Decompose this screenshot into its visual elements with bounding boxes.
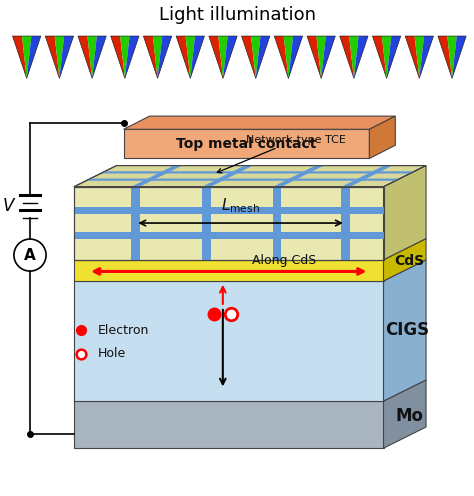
Polygon shape (74, 187, 383, 260)
Text: A: A (24, 248, 36, 262)
Polygon shape (438, 36, 452, 78)
Text: Light illumination: Light illumination (158, 6, 316, 24)
Text: Top metal contact: Top metal contact (176, 137, 317, 151)
Text: Network-type TCE: Network-type TCE (217, 134, 346, 173)
Polygon shape (120, 36, 129, 78)
Circle shape (14, 239, 46, 271)
Text: Hole: Hole (98, 348, 126, 361)
Polygon shape (452, 36, 466, 78)
Polygon shape (383, 260, 426, 401)
Polygon shape (383, 380, 426, 448)
Polygon shape (349, 36, 359, 78)
Polygon shape (22, 36, 31, 78)
Polygon shape (86, 179, 400, 181)
Polygon shape (157, 36, 172, 78)
Polygon shape (321, 36, 335, 78)
Polygon shape (369, 116, 395, 159)
Polygon shape (87, 36, 97, 78)
Text: CIGS: CIGS (385, 321, 429, 339)
Polygon shape (110, 36, 125, 78)
Polygon shape (405, 36, 419, 78)
Polygon shape (27, 36, 41, 78)
Polygon shape (202, 166, 253, 187)
Polygon shape (251, 36, 260, 78)
Polygon shape (387, 36, 401, 78)
Polygon shape (45, 36, 59, 78)
Bar (273, 187, 282, 260)
Polygon shape (447, 36, 457, 78)
Polygon shape (284, 36, 293, 78)
Polygon shape (12, 36, 27, 78)
Text: Electron: Electron (98, 324, 149, 337)
Polygon shape (131, 166, 182, 187)
Polygon shape (74, 260, 426, 281)
Polygon shape (124, 129, 369, 159)
Polygon shape (289, 36, 302, 78)
Polygon shape (55, 36, 64, 78)
Polygon shape (125, 36, 139, 78)
Polygon shape (74, 401, 383, 448)
Polygon shape (74, 239, 426, 260)
Polygon shape (78, 36, 92, 78)
Polygon shape (255, 36, 270, 78)
Polygon shape (274, 36, 289, 78)
Polygon shape (383, 166, 426, 260)
Polygon shape (59, 36, 73, 78)
Text: V: V (3, 196, 14, 215)
Polygon shape (219, 36, 228, 78)
Polygon shape (354, 36, 368, 78)
Polygon shape (185, 36, 195, 78)
Polygon shape (317, 36, 326, 78)
Polygon shape (273, 166, 324, 187)
Text: CdS: CdS (394, 254, 424, 268)
Text: $L_\mathrm{mesh}$: $L_\mathrm{mesh}$ (221, 196, 260, 215)
Polygon shape (74, 166, 426, 187)
Polygon shape (153, 36, 162, 78)
Polygon shape (383, 239, 426, 281)
Polygon shape (92, 36, 106, 78)
Polygon shape (373, 36, 387, 78)
Polygon shape (144, 36, 157, 78)
Polygon shape (415, 36, 424, 78)
Text: Mo: Mo (395, 407, 423, 425)
Polygon shape (74, 281, 383, 401)
Polygon shape (100, 171, 415, 174)
Bar (341, 187, 350, 260)
Polygon shape (340, 36, 354, 78)
Polygon shape (176, 36, 190, 78)
Polygon shape (124, 116, 395, 129)
Polygon shape (382, 36, 392, 78)
Polygon shape (74, 260, 383, 281)
Polygon shape (242, 36, 255, 78)
Polygon shape (419, 36, 434, 78)
Polygon shape (209, 36, 223, 78)
Polygon shape (74, 380, 426, 401)
Bar (74, 232, 383, 239)
Bar (202, 187, 210, 260)
Text: Along CdS: Along CdS (252, 254, 317, 267)
Polygon shape (341, 166, 392, 187)
Bar (74, 206, 383, 214)
Bar (131, 187, 140, 260)
Polygon shape (190, 36, 204, 78)
Polygon shape (223, 36, 237, 78)
Polygon shape (307, 36, 321, 78)
